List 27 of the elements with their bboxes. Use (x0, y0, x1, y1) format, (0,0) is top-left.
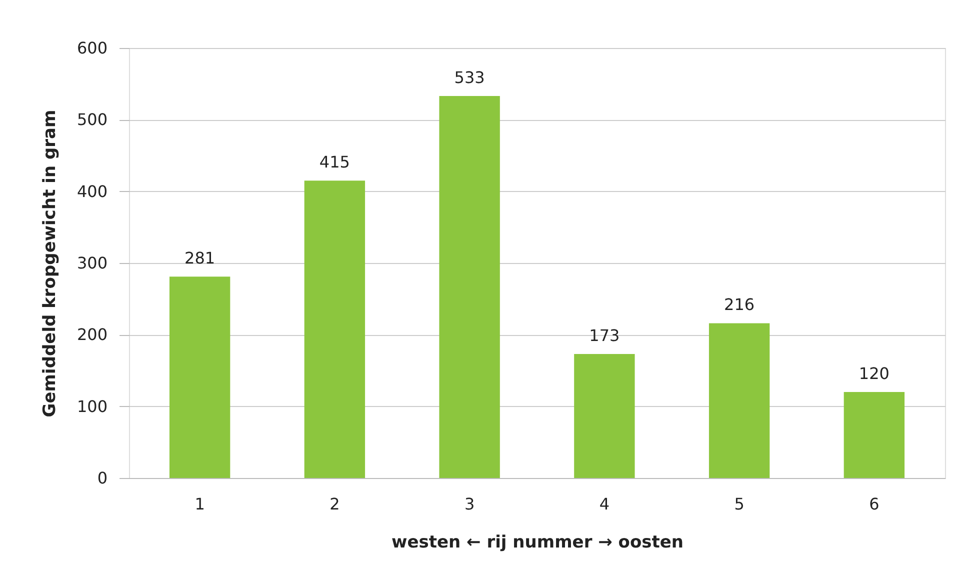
data-label: 415 (319, 152, 350, 172)
data-label: 533 (454, 68, 485, 88)
x-tick-label: 2 (330, 494, 340, 514)
x-tick-label: 4 (599, 494, 610, 514)
data-label: 120 (858, 364, 890, 383)
bar (574, 354, 635, 478)
data-label: 173 (589, 326, 620, 346)
x-tick-label: 3 (464, 494, 475, 514)
y-axis-title: Gemiddeld kropgewicht in gram (40, 110, 60, 418)
bar (844, 392, 905, 478)
data-label: 281 (184, 248, 216, 268)
bar (169, 276, 230, 478)
y-tick-label: 100 (76, 396, 108, 416)
data-label: 216 (724, 295, 755, 314)
x-axis-title: westen ← rij nummer → oosten (391, 532, 684, 552)
y-tick-label: 0 (97, 468, 108, 488)
bar (439, 96, 500, 478)
y-tick-label: 300 (76, 254, 108, 272)
y-tick-label: 500 (76, 110, 108, 130)
x-tick-label: 6 (869, 494, 880, 514)
x-tick-label: 1 (194, 494, 205, 514)
y-tick-label: 400 (76, 182, 108, 201)
y-tick-label: 200 (76, 325, 108, 344)
bar (304, 180, 366, 478)
x-tick-label: 5 (734, 494, 744, 514)
bar (708, 323, 770, 478)
y-tick-label: 600 (76, 38, 108, 58)
